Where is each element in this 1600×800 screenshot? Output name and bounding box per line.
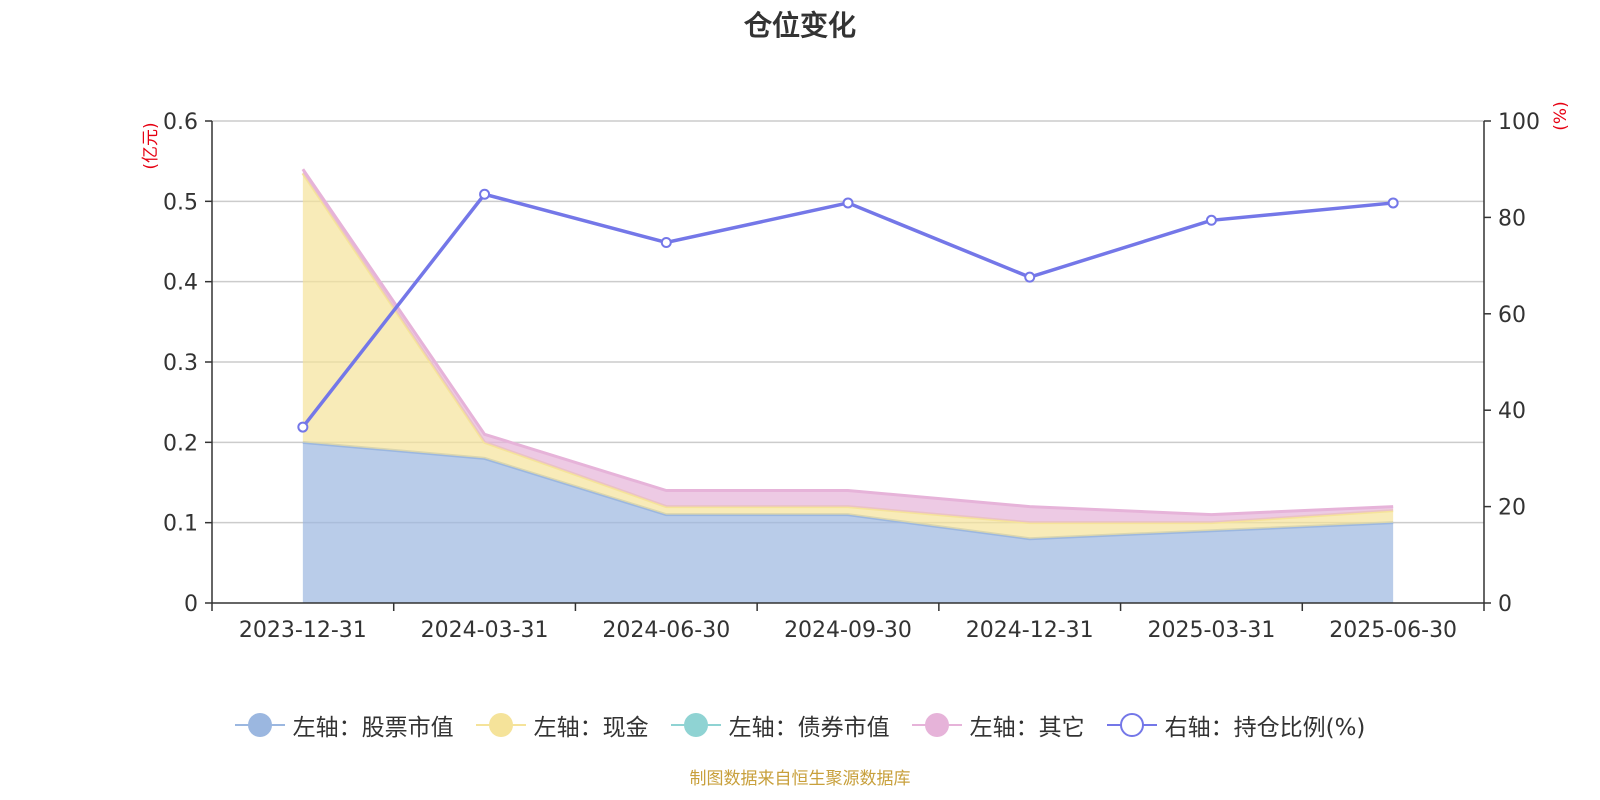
left-tick-label: 0.6: [163, 110, 198, 135]
line-point: [1024, 271, 1036, 283]
left-tick-label: 0.2: [163, 431, 198, 456]
legend-marker-icon: [670, 712, 721, 738]
position-ratio-line: [297, 188, 1399, 433]
legend-marker-icon: [911, 712, 962, 738]
legend-label: 左轴：现金: [533, 715, 649, 741]
right-tick-label: 20: [1498, 496, 1526, 521]
x-tick-label: 2024-12-31: [966, 618, 1094, 643]
left-tick-label: 0: [184, 592, 198, 617]
legend-marker-icon: [234, 712, 285, 738]
right-tick-label: 0: [1498, 592, 1512, 617]
right-tick-label: 100: [1498, 110, 1540, 135]
axes: 0 0.1 0.2 0.3 0.4 0.5 0.6 0 20 40 60 80 100 2023-12-3…: [163, 110, 1540, 643]
line-point: [660, 236, 672, 248]
legend-label: 左轴：其它: [969, 715, 1085, 741]
legend-marker-icon: [475, 712, 526, 738]
legend-item-2[interactable]: 左轴：债券市值: [670, 708, 890, 742]
line-point: [479, 188, 491, 200]
legend: 左轴：股票市值 左轴：现金 左轴：债券市值 左轴：其它 右轴：持仓比例(%): [0, 708, 1600, 742]
legend-label: 左轴：股票市值: [292, 715, 454, 741]
legend-label: 左轴：债券市值: [728, 715, 890, 741]
chart-title: 仓位变化: [743, 9, 856, 42]
right-axis-unit: (%): [1551, 101, 1571, 130]
legend-item-1[interactable]: 左轴：现金: [475, 708, 649, 742]
x-tick-label: 2024-06-30: [602, 618, 730, 643]
line-point: [1205, 214, 1217, 226]
x-tick-label: 2025-06-30: [1329, 618, 1457, 643]
left-tick-label: 0.5: [163, 190, 198, 215]
x-tick-label: 2025-03-31: [1147, 618, 1275, 643]
left-tick-label: 0.4: [163, 271, 198, 296]
legend-item-3[interactable]: 左轴：其它: [911, 708, 1085, 742]
legend-item-0[interactable]: 左轴：股票市值: [234, 708, 454, 742]
left-tick-label: 0.3: [163, 351, 198, 376]
source-note: 制图数据来自恒生聚源数据库: [689, 769, 911, 789]
right-tick-label: 60: [1498, 303, 1526, 328]
line-point: [842, 197, 854, 209]
left-tick-label: 0.1: [163, 512, 198, 537]
legend-label: 右轴：持仓比例(%): [1164, 715, 1366, 741]
left-axis-unit: (亿元): [141, 122, 161, 169]
x-tick-label: 2024-03-31: [421, 618, 549, 643]
line-point: [297, 421, 309, 433]
legend-marker-icon: [1106, 712, 1157, 738]
line-point: [1387, 197, 1399, 209]
x-tick-label: 2024-09-30: [784, 618, 912, 643]
x-tick-label: 2023-12-31: [239, 618, 367, 643]
right-tick-label: 80: [1498, 206, 1526, 231]
area-series-0: [302, 442, 1394, 603]
legend-item-4[interactable]: 右轴：持仓比例(%): [1106, 708, 1366, 742]
right-tick-label: 40: [1498, 399, 1526, 424]
line-series-path: [301, 192, 1394, 429]
stacked-areas: [301, 168, 1394, 603]
area-edge-series-3: [301, 168, 1394, 517]
